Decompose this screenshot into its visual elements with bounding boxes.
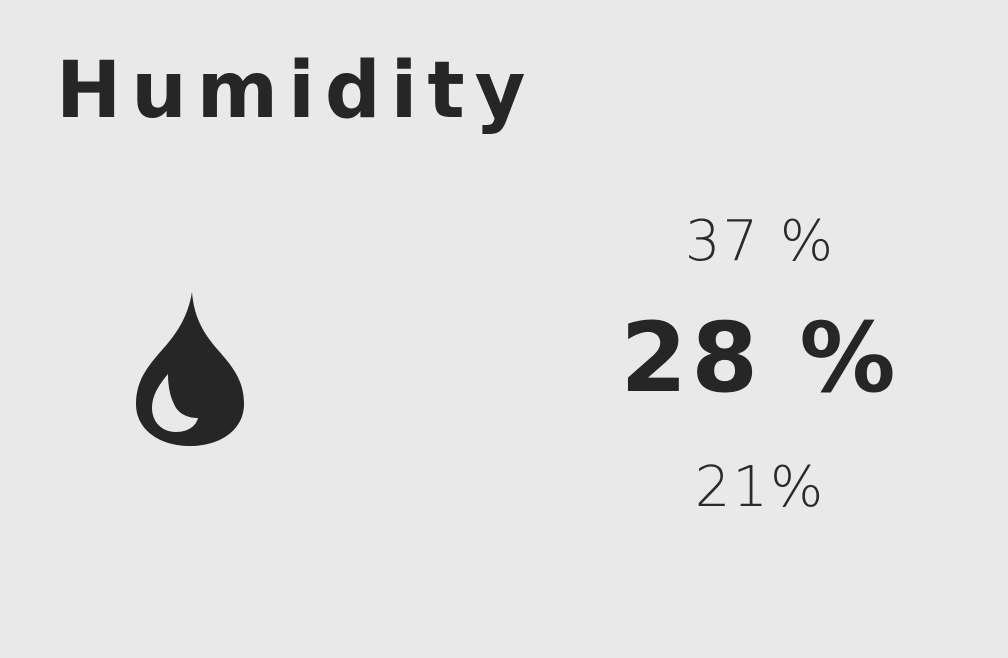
water-drop-icon — [134, 288, 246, 450]
widget-title: Humidity — [56, 46, 536, 136]
humidity-high-value: 37 % — [684, 209, 836, 274]
humidity-low-value: 21% — [694, 455, 826, 520]
humidity-readings: 37 % 28 % 21% — [610, 200, 910, 540]
humidity-current-value: 28 % — [620, 302, 900, 414]
